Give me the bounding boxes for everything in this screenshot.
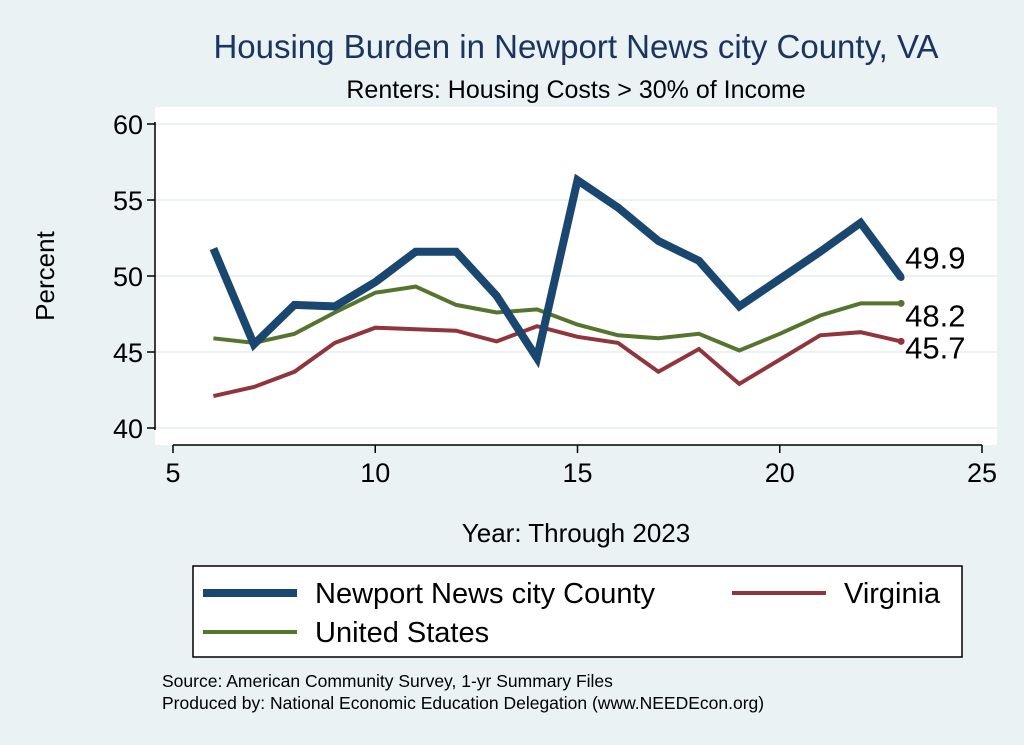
source-note: Source: American Community Survey, 1-yr … — [162, 671, 613, 691]
series-lines — [209, 173, 905, 399]
x-axis-label: Year: Through 2023 — [462, 518, 690, 548]
y-tick-label: 45 — [113, 338, 143, 368]
x-tick-label: 10 — [360, 458, 390, 488]
producer-note: Produced by: National Economic Education… — [162, 693, 764, 713]
end-value-label: 45.7 — [905, 330, 965, 365]
end-value-label: 48.2 — [905, 298, 965, 333]
y-axis-label: Percent — [30, 230, 60, 320]
y-tick-label: 50 — [113, 262, 143, 292]
x-tick-label: 25 — [967, 458, 997, 488]
x-tick-label: 20 — [765, 458, 795, 488]
chart-subtitle: Renters: Housing Costs > 30% of Income — [346, 76, 805, 104]
y-tick-label: 40 — [113, 414, 143, 444]
x-tick-label: 15 — [562, 458, 592, 488]
series-line-newport-news-city-county — [209, 173, 905, 369]
x-tick-label: 5 — [165, 458, 180, 488]
legend-label-united-states: United States — [315, 617, 489, 649]
y-tick-label: 55 — [113, 186, 143, 216]
series-end-point — [897, 274, 905, 282]
legend-label-virginia: Virginia — [844, 578, 941, 610]
end-value-label: 49.9 — [905, 241, 965, 276]
legend: Newport News city County Virginia United… — [192, 565, 963, 658]
end-value-labels: 49.9 45.748.2 — [905, 241, 965, 366]
chart-title: Housing Burden in Newport News city Coun… — [213, 28, 938, 65]
legend-label-newport-news: Newport News city County — [315, 578, 656, 610]
axes: 40 45 50 55 60 5 10 15 20 25 — [113, 110, 997, 488]
series-line-united-states — [213, 284, 902, 353]
series-line-virginia — [212, 324, 902, 399]
y-tick-label: 60 — [113, 110, 143, 140]
series-end-point — [897, 299, 905, 307]
legend-box — [192, 565, 963, 658]
series-end-point — [897, 337, 905, 345]
